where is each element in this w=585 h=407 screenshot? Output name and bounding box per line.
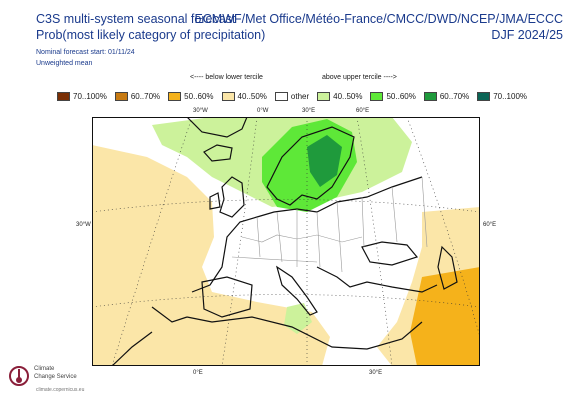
legend-label: 40..50%: [333, 91, 363, 101]
coastline-north-africa: [186, 316, 423, 350]
legend-label: 60..70%: [130, 91, 161, 101]
coastline-black-sea: [361, 241, 419, 266]
chart-title: C3S multi-system seasonal forecast: [36, 12, 236, 26]
legend-swatch: [423, 91, 437, 101]
chart-subtitle: Prob(most likely category of precipitati…: [36, 28, 266, 42]
legend-label: 50..60%: [184, 91, 214, 101]
coastline-british-isles: [209, 176, 245, 218]
legend-label: 70..100%: [73, 91, 107, 101]
coastline-iberia: [201, 276, 253, 318]
axis-label-left: 30°W: [76, 222, 91, 228]
logo-text-line1: Climate: [34, 366, 55, 372]
legend-label: 60..70%: [439, 91, 470, 101]
legend-item-9: 70..100%: [477, 91, 528, 101]
probability-map: [92, 117, 480, 366]
coastline-caspian: [437, 245, 458, 290]
legend-swatch: [114, 91, 128, 101]
legend-swatch: [477, 91, 491, 101]
coastline-europe-mainland: [191, 176, 423, 293]
axis-label-top-2: 0°W: [257, 108, 269, 114]
legend-item-2: 60..70%: [114, 91, 161, 101]
dry-area-east-50: [410, 267, 480, 366]
legend-label: other: [290, 91, 310, 101]
legend-item-6: 40..50%: [317, 91, 363, 101]
legend-swatch: [168, 91, 182, 101]
above-tercile-label: above upper tercile ---->: [322, 74, 397, 81]
legend-item-5: other: [274, 91, 310, 101]
legend-label: 40..50%: [237, 91, 267, 101]
graticule: [92, 117, 480, 366]
logo-text-line2: Change Service: [34, 374, 77, 380]
season-label: DJF 2024/25: [491, 28, 563, 42]
legend: 70..100% 60..70% 50..60% 40..50% other 40..50…: [57, 90, 535, 102]
axis-label-right: 60°E: [483, 222, 497, 228]
coastline-greenland: [186, 117, 248, 138]
c3s-logo-icon: [9, 366, 29, 386]
legend-item-1: 70..100%: [57, 91, 107, 101]
map-frame: [92, 117, 480, 366]
legend-item-4: 40..50%: [221, 91, 267, 101]
legend-item-8: 60..70%: [423, 91, 470, 101]
axis-label-bottom-2: 30°E: [369, 370, 383, 376]
legend-label: 70..100%: [493, 91, 528, 101]
axis-label-top-1: 30°W: [193, 108, 208, 114]
coastline-iceland: [203, 144, 233, 162]
coastline-west-africa: [111, 306, 188, 366]
axis-label-bottom-1: 0°E: [193, 370, 203, 376]
legend-label: 50..60%: [386, 91, 416, 101]
coastline-balkans-turkey: [316, 266, 438, 293]
forecast-start-label: Nominal forecast start: 01/11/24: [36, 49, 135, 56]
legend-swatch: [274, 91, 288, 101]
below-tercile-label: <---- below lower tercile: [190, 74, 263, 81]
legend-swatch: [370, 91, 384, 101]
country-borders: [231, 176, 428, 273]
axis-label-top-4: 60°E: [356, 108, 370, 114]
axis-label-top-3: 30°E: [302, 108, 316, 114]
logo-url: climate.copernicus.eu: [36, 387, 85, 393]
legend-item-7: 50..60%: [370, 91, 416, 101]
centres-label: ECMWF/Met Office/Météo-France/CMCC/DWD/N…: [194, 12, 563, 26]
legend-swatch: [317, 91, 331, 101]
coastline-scandinavia: [266, 126, 355, 206]
coastline-italy: [275, 265, 318, 316]
legend-swatch: [57, 91, 70, 101]
legend-swatch: [221, 91, 235, 101]
legend-item-3: 50..60%: [168, 91, 214, 101]
weighting-label: Unweighted mean: [36, 60, 93, 67]
wet-area-scandinavia-60: [307, 135, 342, 187]
dry-area-west: [92, 145, 330, 366]
